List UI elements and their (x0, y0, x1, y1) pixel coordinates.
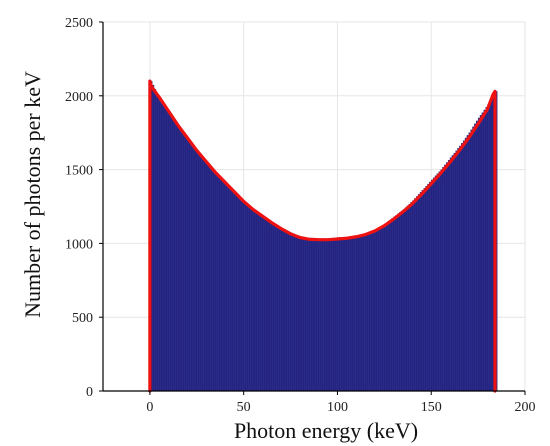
y-tick-label: 1000 (65, 237, 93, 252)
y-tick-label: 0 (86, 385, 93, 400)
x-tick-label: 50 (237, 400, 251, 415)
y-tick-label: 500 (72, 311, 93, 326)
y-axis-title: Number of photons per keV (20, 71, 45, 318)
x-tick-label: 150 (421, 400, 442, 415)
fit-line (148, 79, 497, 393)
x-tick-label: 100 (327, 400, 348, 415)
axes (99, 21, 526, 395)
fit-curve (148, 79, 497, 393)
x-tick-label: 0 (146, 400, 153, 415)
y-tick-label: 1500 (65, 164, 93, 179)
x-tick-label: 200 (515, 400, 536, 415)
x-axis-title: Photon energy (keV) (234, 418, 418, 443)
y-tick-label: 2500 (65, 16, 93, 31)
histogram-bars (149, 80, 498, 392)
y-tick-label: 2000 (65, 90, 93, 105)
